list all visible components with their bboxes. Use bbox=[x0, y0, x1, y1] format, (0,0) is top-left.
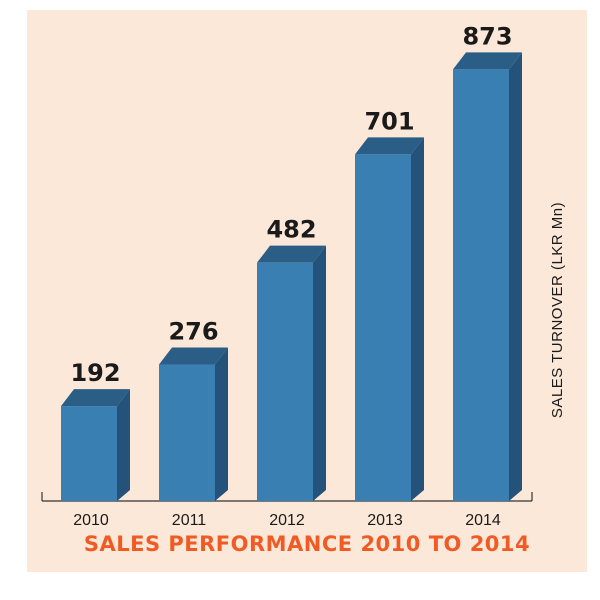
data-label: 873 bbox=[462, 22, 512, 50]
bar-side bbox=[117, 389, 130, 501]
chart-title: SALES PERFORMANCE 2010 TO 2014 bbox=[83, 532, 531, 556]
x-tick-label: 2011 bbox=[172, 512, 207, 529]
data-label: 482 bbox=[266, 216, 316, 244]
bar-top bbox=[61, 389, 130, 407]
data-label: 192 bbox=[70, 359, 120, 387]
bar-side bbox=[313, 245, 326, 501]
bar-2010 bbox=[61, 406, 117, 501]
chart-plot: 192 2010 276 2011 482 2012 701 2013 873 2014 SALE… bbox=[41, 22, 566, 529]
bar-2013 bbox=[355, 154, 411, 501]
bar-top bbox=[159, 347, 228, 365]
bar-top bbox=[453, 52, 522, 70]
x-tick-label: 2012 bbox=[269, 512, 305, 529]
x-tick-label: 2013 bbox=[367, 512, 403, 529]
x-tick-label: 2014 bbox=[465, 512, 501, 529]
bar-side bbox=[411, 137, 424, 501]
data-label: 276 bbox=[168, 318, 218, 346]
bar-side bbox=[509, 52, 522, 501]
bar-top bbox=[355, 137, 424, 155]
bar-2014 bbox=[453, 69, 509, 501]
y-axis-label: SALES TURNOVER (LKR Mn) bbox=[549, 202, 566, 418]
data-label: 701 bbox=[364, 107, 414, 135]
bar-side bbox=[215, 347, 228, 501]
bar-2012 bbox=[257, 262, 313, 501]
chart-panel: 192 2010 276 2011 482 2012 701 2013 873 2014 SALE… bbox=[27, 10, 587, 572]
bar-2011 bbox=[159, 364, 215, 501]
bar-top bbox=[257, 245, 326, 263]
x-tick-label: 2010 bbox=[73, 512, 109, 529]
